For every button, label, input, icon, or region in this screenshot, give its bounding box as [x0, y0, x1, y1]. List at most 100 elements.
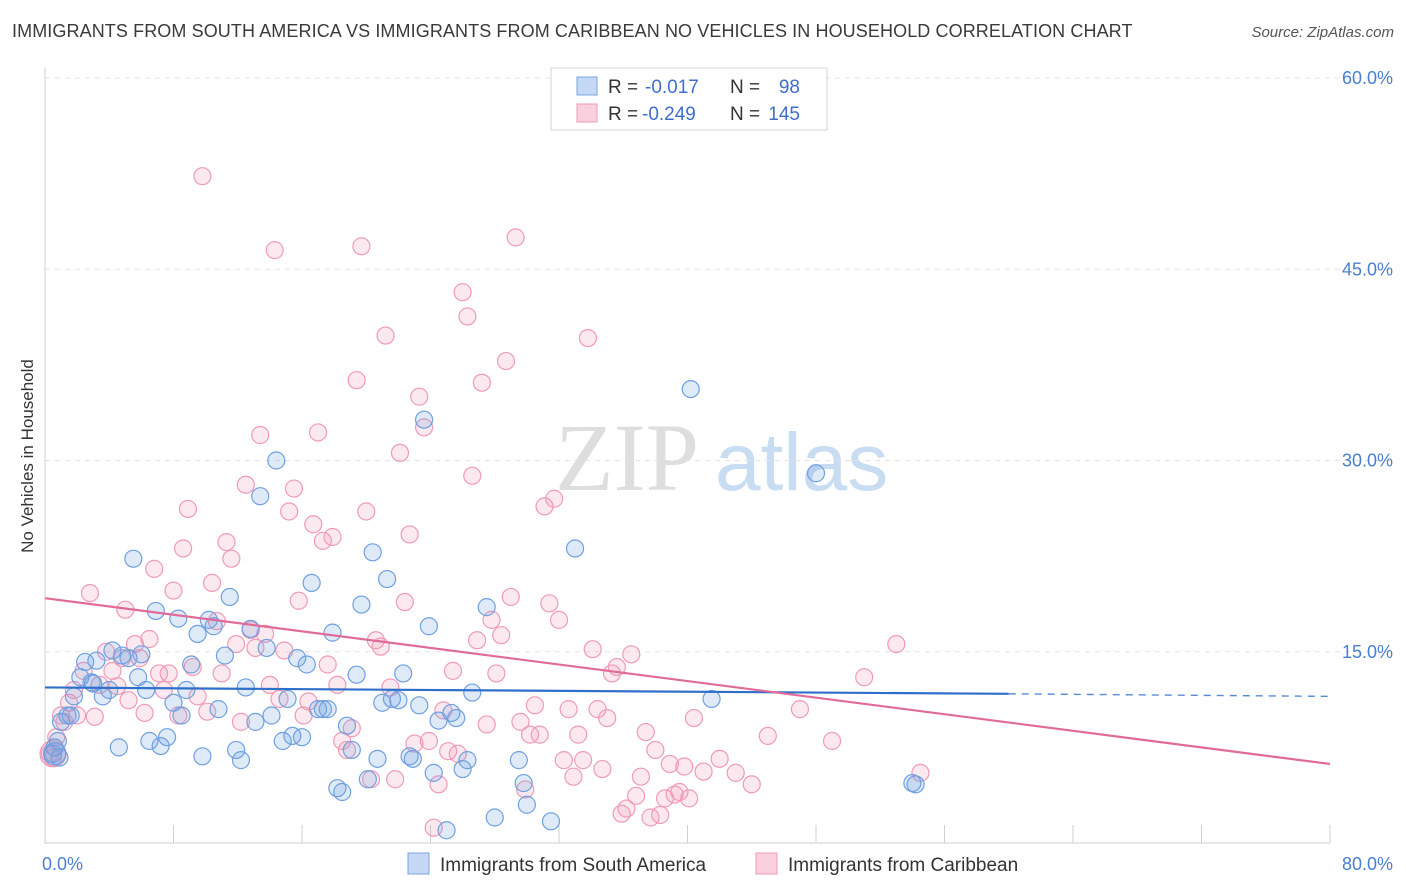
- south-america-point-13: [109, 738, 128, 757]
- south-america-point-75: [424, 763, 443, 782]
- south-america-point-49: [292, 728, 312, 747]
- south-america-point-96: [61, 706, 80, 725]
- x-tick-label-1: 80.0%: [1342, 854, 1393, 874]
- trend-line-south-america-extension: [1008, 693, 1331, 698]
- caribbean-point-129: [660, 754, 679, 774]
- south-america-point-26: [172, 706, 191, 725]
- caribbean-point-98: [511, 712, 530, 731]
- south-america-point-35: [220, 587, 239, 607]
- south-america-point-47: [283, 726, 302, 746]
- caribbean-point-56: [308, 423, 328, 442]
- caribbean-point-23: [149, 664, 169, 683]
- caribbean-point-38: [222, 549, 241, 568]
- south-america-point-92: [806, 464, 826, 483]
- caribbean-point-74: [395, 592, 414, 612]
- south-america-point-73: [414, 410, 434, 429]
- axes: [44, 68, 1331, 844]
- south-america-point-27: [177, 680, 196, 700]
- caribbean-point-22: [145, 559, 164, 578]
- south-america-point-25: [169, 609, 188, 628]
- legend-n-label-1: N =: [730, 77, 760, 98]
- south-america-point-90: [681, 380, 700, 399]
- y-tick-label-1: 30.0%: [1342, 451, 1393, 471]
- caribbean-point-84: [443, 661, 463, 680]
- south-america-point-28: [182, 655, 201, 674]
- south-america-point-12: [103, 641, 122, 660]
- south-america-point-36: [227, 740, 246, 760]
- caribbean-point-122: [626, 786, 646, 805]
- caribbean-point-34: [202, 573, 222, 593]
- south-america-point-23: [157, 728, 177, 747]
- caribbean-point-104: [540, 594, 559, 613]
- caribbean-point-140: [790, 700, 810, 719]
- caribbean-point-75: [400, 525, 419, 544]
- caribbean-point-115: [593, 759, 612, 779]
- caribbean-point-96: [501, 587, 520, 607]
- caribbean-point-26: [164, 581, 183, 600]
- south-america-point-79: [447, 708, 466, 728]
- south-america-point-69: [394, 664, 413, 683]
- caribbean-point-29: [178, 499, 198, 519]
- south-america-point-95: [82, 673, 101, 692]
- caribbean-point-111: [573, 751, 593, 770]
- south-america-point-97: [50, 748, 69, 767]
- south-america-point-22: [151, 736, 170, 756]
- bottom-legend: Immigrants from South America Immigrants…: [407, 852, 1018, 876]
- south-america-point-9: [87, 651, 106, 670]
- south-america-point-37: [231, 751, 251, 770]
- caribbean-point-143: [887, 634, 906, 654]
- south-america-point-55: [323, 623, 342, 642]
- caribbean-point-81: [429, 775, 448, 794]
- caribbean-point-47: [265, 241, 284, 260]
- south-america-point-58: [337, 716, 357, 735]
- legend-swatch-pink: [576, 103, 598, 123]
- caribbean-point-127: [651, 805, 670, 825]
- trend-line-caribbean: [44, 597, 1331, 766]
- trend-lines: [44, 597, 1331, 766]
- caribbean-point-9: [80, 583, 100, 603]
- y-tick-label-3: 60.0%: [1342, 68, 1393, 88]
- south-america-point-45: [273, 731, 292, 751]
- caribbean-point-101: [525, 696, 545, 715]
- legend-r-value-2: -0.249: [642, 104, 696, 125]
- caribbean-point-41: [236, 475, 255, 494]
- caribbean-point-32: [193, 167, 212, 186]
- caribbean-point-89: [467, 631, 487, 650]
- caribbean-point-90: [472, 373, 491, 392]
- south-america-point-61: [352, 595, 371, 614]
- south-america-point-81: [458, 751, 477, 770]
- caribbean-point-110: [569, 725, 588, 744]
- caribbean-point-135: [694, 762, 713, 781]
- caribbean-point-142: [855, 668, 874, 687]
- south-america-point-86: [514, 773, 533, 793]
- caribbean-point-99: [516, 780, 535, 799]
- caribbean-point-95: [496, 351, 516, 371]
- caribbean-point-70: [376, 326, 395, 345]
- south-america-point-91: [702, 689, 721, 709]
- caribbean-point-54: [299, 692, 318, 711]
- caribbean-point-77: [410, 387, 429, 406]
- x-tick-label-0: 0.0%: [42, 854, 83, 874]
- south-america-point-41: [251, 487, 270, 506]
- caribbean-point-66: [357, 502, 376, 521]
- caribbean-point-106: [549, 610, 569, 629]
- caribbean-point-44: [251, 425, 270, 445]
- south-america-point-29: [188, 624, 207, 644]
- bottom-legend-label-south-america: Immigrants from South America: [440, 855, 707, 876]
- caribbean-point-24: [154, 680, 173, 700]
- caribbean-point-64: [347, 371, 366, 390]
- south-america-point-30: [193, 747, 212, 766]
- caribbean-point-103: [535, 497, 554, 516]
- south-america-cluster-point: [43, 742, 67, 766]
- caribbean-point-37: [217, 532, 236, 552]
- caribbean-point-133: [680, 789, 699, 808]
- caribbean-point-78: [414, 418, 434, 437]
- south-america-point-94: [906, 775, 925, 794]
- legend-r-label-2: R =: [608, 104, 638, 125]
- y-tick-label-0: 15.0%: [1342, 642, 1393, 662]
- series-caribbean-points: [39, 167, 930, 837]
- caribbean-point-88: [463, 466, 482, 485]
- south-america-point-38: [236, 678, 255, 697]
- south-america-point-66: [378, 569, 397, 589]
- caribbean-point-113: [583, 640, 602, 659]
